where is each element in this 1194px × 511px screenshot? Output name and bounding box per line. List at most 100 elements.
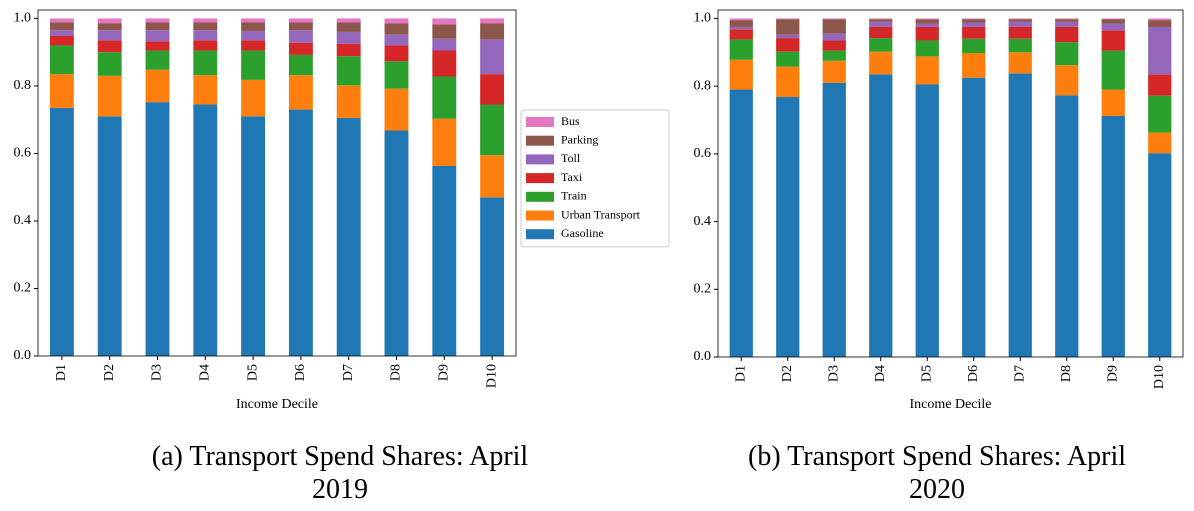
bar-segment xyxy=(776,18,800,20)
x-axis-label: Income Decile xyxy=(909,397,991,412)
bar-segment xyxy=(49,45,74,75)
bar-segment xyxy=(1148,132,1172,154)
bar-segment xyxy=(97,75,122,117)
y-tick-label: 1.0 xyxy=(694,11,712,26)
bar-segment xyxy=(432,118,457,166)
x-tick-label: D8 xyxy=(389,364,404,381)
legend-label: Train xyxy=(561,189,587,203)
x-tick-label: D9 xyxy=(437,364,452,381)
bar-segment xyxy=(1148,95,1172,133)
y-tick-label: 0.8 xyxy=(694,78,712,93)
bar-segment xyxy=(241,79,266,117)
legend-swatch xyxy=(526,229,554,240)
bar-segment xyxy=(241,116,266,356)
bar-segment xyxy=(97,52,122,76)
bar-segment xyxy=(1055,18,1079,20)
bar-segment xyxy=(1101,115,1125,358)
bar-segment xyxy=(241,18,266,23)
bar-segment xyxy=(729,59,753,90)
bar-segment xyxy=(49,18,74,23)
bar-segment xyxy=(869,38,893,52)
bar-segment xyxy=(822,60,846,83)
bar-segment xyxy=(480,74,505,105)
bar-segment xyxy=(288,109,313,356)
bar-segment xyxy=(241,30,266,41)
bar-segment xyxy=(145,102,170,356)
bar-segment xyxy=(145,22,170,31)
bar-segment xyxy=(432,76,457,119)
x-tick-label: D6 xyxy=(293,364,308,381)
axes-frame xyxy=(717,9,1184,358)
bar-segment xyxy=(729,26,753,30)
legend-swatch xyxy=(526,210,554,221)
bar-segment xyxy=(729,29,753,40)
bar-segment xyxy=(336,31,361,44)
bar-segment xyxy=(962,38,986,53)
bar-segment xyxy=(49,107,74,356)
bar-segment xyxy=(962,22,986,27)
bar-segment xyxy=(915,23,939,27)
bar-segment xyxy=(1101,18,1125,20)
legend-label: Bus xyxy=(561,114,580,128)
bar-segment xyxy=(288,30,313,43)
x-tick-label: D9 xyxy=(1105,365,1120,382)
bar-segment xyxy=(1101,23,1125,31)
bar-segment xyxy=(241,22,266,31)
bar-segment xyxy=(1055,42,1079,66)
bar-segment xyxy=(1008,19,1032,22)
x-tick-label: D2 xyxy=(102,364,117,381)
bar-segment xyxy=(336,22,361,32)
y-tick-label: 0.4 xyxy=(694,214,712,229)
bar-segment xyxy=(384,34,409,46)
bar-segment xyxy=(915,26,939,41)
bar-segment xyxy=(193,104,218,356)
bar-segment xyxy=(384,88,409,131)
bar-segment xyxy=(193,18,218,23)
x-tick-label: D1 xyxy=(54,364,69,381)
bar-segment xyxy=(480,18,505,24)
legend-swatch xyxy=(526,191,554,202)
bar-segment xyxy=(776,38,800,52)
bar-segment xyxy=(729,89,753,358)
bar-segment xyxy=(241,50,266,80)
bar-segment xyxy=(384,61,409,89)
x-tick-label: D10 xyxy=(484,364,499,388)
bar-segment xyxy=(288,22,313,31)
bar-segment xyxy=(822,19,846,34)
legend-label: Parking xyxy=(561,132,598,146)
legend-swatch xyxy=(526,154,554,165)
bar-segment xyxy=(962,26,986,39)
bar-segment xyxy=(432,38,457,51)
caption: (b) Transport Spend Shares: April 2020 xyxy=(748,441,1126,505)
bar-segment xyxy=(193,30,218,41)
bar-segment xyxy=(915,19,939,24)
y-tick-label: 0.6 xyxy=(14,146,32,161)
bar-segment xyxy=(480,197,505,356)
bar-segment xyxy=(193,40,218,51)
bar-segment xyxy=(336,18,361,23)
bar-segment xyxy=(241,40,266,51)
bar-segment xyxy=(1008,52,1032,74)
bar-segment xyxy=(1148,20,1172,27)
bar-segment xyxy=(869,51,893,75)
bar-segment xyxy=(480,39,505,75)
bar-segment xyxy=(288,18,313,23)
bar-segment xyxy=(1008,38,1032,53)
bar-segment xyxy=(1055,19,1079,22)
bar-segment xyxy=(869,21,893,27)
legend-label: Toll xyxy=(561,151,581,165)
bar-segment xyxy=(49,74,74,108)
bar-segment xyxy=(145,18,170,23)
bar-segment xyxy=(1008,18,1032,20)
bar-segment xyxy=(145,69,170,103)
bar-segment xyxy=(822,33,846,41)
y-tick-label: 1.0 xyxy=(14,11,32,26)
legend-swatch xyxy=(526,117,554,127)
bar-segment xyxy=(776,34,800,39)
y-tick-label: 0.2 xyxy=(694,282,712,297)
bar-segment xyxy=(336,118,361,357)
x-tick-label: D8 xyxy=(1059,365,1074,382)
y-tick-label: 0.8 xyxy=(14,78,32,93)
bar-segment xyxy=(384,130,409,356)
